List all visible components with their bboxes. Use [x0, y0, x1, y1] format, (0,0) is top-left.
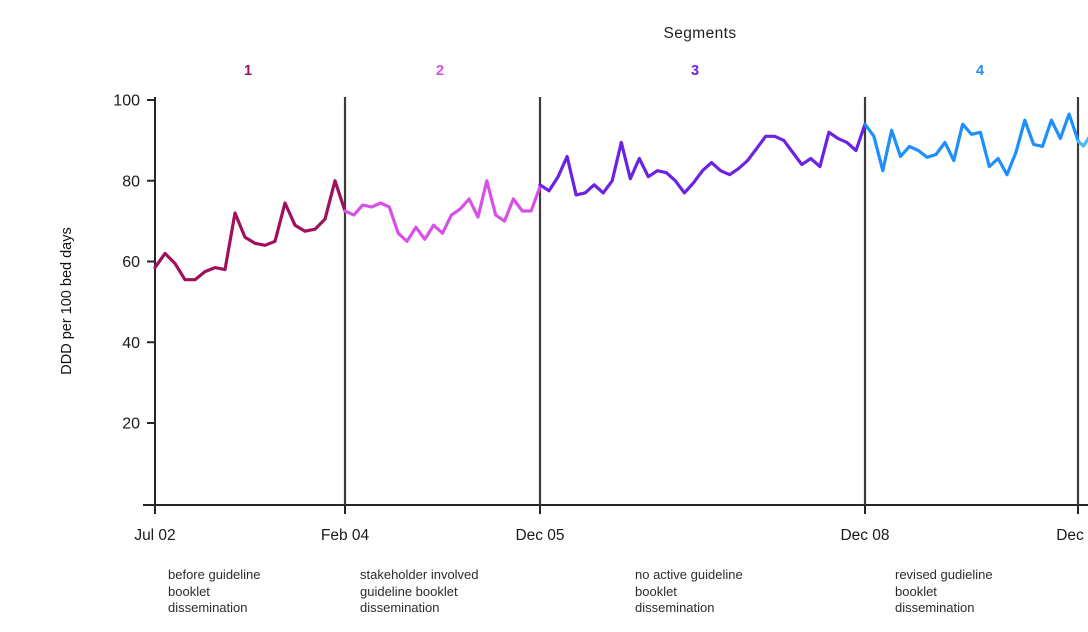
x-tick-label: Feb 04 — [321, 527, 370, 544]
segment-label-4: 4 — [975, 63, 985, 79]
x-tick-label: Dec — [1056, 527, 1084, 544]
series-segment-1 — [153, 179, 347, 282]
series-segment-3 — [538, 122, 867, 197]
segment-label-1: 1 — [243, 63, 253, 79]
annotation-segment-1: before guideline booklet dissemination — [168, 567, 261, 615]
chart-title: Segments — [663, 25, 737, 42]
y-tick-label: 40 — [122, 335, 140, 352]
annotation-segment-2: stakeholder involved guideline booklet d… — [360, 567, 479, 615]
y-tick-label: 60 — [122, 254, 140, 271]
segment-label-2: 2 — [435, 63, 445, 79]
series-segment-5 — [1076, 136, 1088, 148]
annotation-segment-3: no active guideline booklet disseminatio… — [635, 567, 743, 615]
segment-label-3: 3 — [690, 63, 700, 79]
series-segment-2 — [343, 179, 542, 243]
y-tick-label: 80 — [122, 173, 140, 190]
y-tick-label: 100 — [113, 93, 140, 110]
x-tick-label: Dec 05 — [515, 527, 564, 544]
series-segment-4 — [863, 112, 1080, 177]
annotation-segment-4: revised gudieline booklet dissemination — [895, 567, 993, 615]
y-tick-label: 20 — [122, 416, 140, 433]
x-tick-label: Jul 02 — [134, 527, 175, 544]
x-tick-label: Dec 08 — [840, 527, 889, 544]
